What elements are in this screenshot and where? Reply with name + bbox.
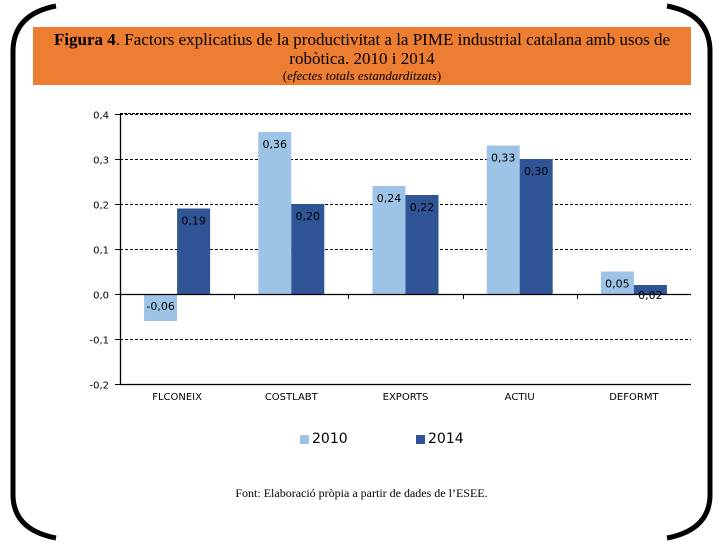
bar-2010-deformt <box>600 271 634 294</box>
subtitle-text: efectes totals estandarditzats <box>287 68 437 83</box>
subtitle-close-paren: ) <box>436 68 442 83</box>
legend-swatch-2010 <box>300 434 309 444</box>
y-tick-label: 0,3 <box>93 156 109 167</box>
y-tick-label: 0,0 <box>93 291 109 302</box>
left-bracket <box>10 3 57 541</box>
bar-2014-exports <box>405 195 439 294</box>
figure-title-text: . Factors explicatius de la productivita… <box>115 30 671 68</box>
figure-header: Figura 4. Factors explicatius de la prod… <box>33 27 691 85</box>
figure-subtitle: (efectes totals estandarditzats) <box>33 68 691 83</box>
y-tick-label: -0,2 <box>89 381 109 392</box>
legend: 2010 2014 <box>300 431 500 451</box>
bar-2010-costlabt <box>258 132 292 294</box>
subtitle-open-paren: ( <box>282 68 288 83</box>
bar-2010-flconeix <box>144 294 178 321</box>
bar-2014-actiu <box>519 159 553 294</box>
x-tick-label: EXPORTS <box>383 392 429 403</box>
legend-swatch-2014 <box>416 434 425 444</box>
data-label: 0,33 <box>491 152 516 165</box>
bar-2014-costlabt <box>291 204 325 294</box>
data-label: 0,22 <box>410 201 435 214</box>
legend-item-2010: 2010 <box>300 431 348 447</box>
figure-title: Figura 4. Factors explicatius de la prod… <box>33 27 691 68</box>
x-tick-label: ACTIU <box>505 392 535 403</box>
right-bracket <box>666 3 713 541</box>
y-tick-label: 0,4 <box>93 111 109 122</box>
y-tick-label: 0,1 <box>93 246 109 257</box>
legend-label-2014: 2014 <box>428 431 464 447</box>
bar-2010-exports <box>372 186 406 294</box>
data-label: 0,30 <box>524 165 549 178</box>
data-label: 0,02 <box>638 289 663 302</box>
data-label: 0,20 <box>296 210 321 223</box>
legend-label-2010: 2010 <box>312 431 348 447</box>
x-tick-label: DEFORMT <box>609 392 659 403</box>
data-label: 0,36 <box>263 138 288 151</box>
bar-2014-deformt <box>633 285 667 294</box>
x-tick-label: COSTLABT <box>265 392 319 403</box>
data-label: -0,06 <box>146 300 174 313</box>
data-label: 0,19 <box>181 215 206 228</box>
data-label: 0,05 <box>605 278 630 291</box>
y-tick-label: -0,1 <box>89 336 109 347</box>
y-tick-label: 0,2 <box>93 201 109 212</box>
source-note: Font: Elaboració pròpia a partir de dade… <box>235 486 488 500</box>
bar-2014-flconeix <box>177 208 211 294</box>
legend-item-2014: 2014 <box>416 431 464 447</box>
figure-label: Figura 4 <box>53 30 116 49</box>
data-label: 0,24 <box>377 192 402 205</box>
bar-chart: 0,4 0,3 0,2 0,1 0,0 -0,1 -0,2 -0,06 0,19 FLCONEIX… <box>89 111 691 403</box>
bar-2010-actiu <box>486 145 520 294</box>
x-tick-label: FLCONEIX <box>152 392 202 403</box>
